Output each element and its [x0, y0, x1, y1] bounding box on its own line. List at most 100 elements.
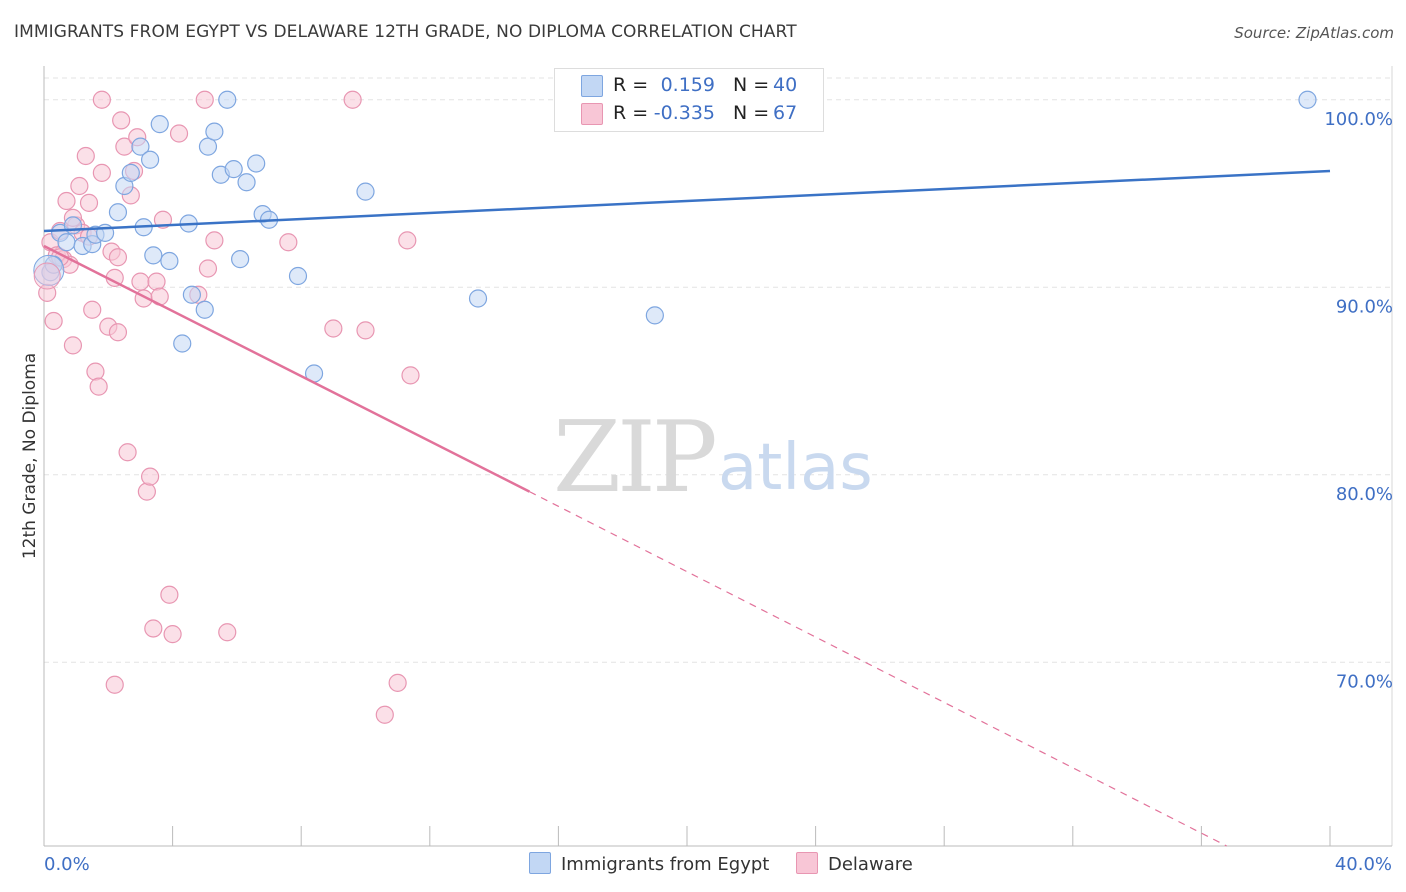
egypt-point	[645, 306, 664, 325]
delaware-point	[137, 482, 156, 501]
egypt-point	[131, 137, 150, 156]
egypt-point	[140, 150, 160, 169]
delaware-point	[144, 619, 163, 638]
delaware-point	[86, 362, 105, 381]
stats-box: R = 0.159 N = 40 R = -0.335 N = 67	[554, 68, 824, 132]
r-value: 0.159	[660, 74, 715, 96]
delaware-point	[160, 585, 179, 604]
tick-labels: 100.0% 90.0% 80.0% 70.0% 0.0% 40.0%	[44, 109, 1393, 875]
delaware-point	[92, 90, 111, 109]
delaware-point	[205, 231, 224, 250]
legend-item-egypt[interactable]: Immigrants from Egypt	[529, 852, 769, 875]
source-label: Source: ZipAtlas.com	[1234, 24, 1394, 42]
egypt-point	[144, 246, 163, 265]
legend-egypt-swatch	[529, 852, 551, 874]
delaware-point	[70, 176, 89, 196]
egypt-point	[205, 122, 224, 141]
legend-delaware-swatch	[796, 852, 818, 874]
legend-egypt-label: Immigrants from Egypt	[561, 854, 770, 875]
legend-delaware-label: Delaware	[828, 854, 913, 875]
y-tick-label: 70.0%	[1336, 671, 1393, 692]
watermark-zip: ZIP	[553, 401, 715, 515]
egypt-trend-line	[43, 169, 1331, 233]
delaware-point	[195, 90, 214, 109]
watermark-atlas: atlas	[718, 431, 873, 505]
delaware-point	[388, 673, 407, 692]
egypt-point	[195, 300, 214, 319]
delaware-point	[147, 272, 166, 291]
n-label: N =	[733, 102, 770, 124]
delaware-point	[108, 248, 128, 267]
delaware-point-large	[33, 262, 61, 290]
y-tick-label: 80.0%	[1336, 484, 1393, 505]
delaware-point	[140, 467, 160, 486]
delaware-point	[169, 124, 189, 143]
y-tick-label: 90.0%	[1336, 296, 1393, 317]
delaware-point	[398, 231, 417, 250]
egypt-point	[231, 250, 250, 269]
x-tick-label: 40.0%	[1335, 854, 1392, 875]
grid-layer	[44, 77, 1392, 663]
egypt-point	[108, 203, 128, 222]
r-label: R =	[613, 74, 649, 96]
n-label: N =	[733, 74, 770, 96]
r-value: -0.335	[653, 102, 715, 124]
legend-item-delaware[interactable]: Delaware	[796, 852, 913, 875]
egypt-point	[63, 216, 83, 235]
trend-layer	[43, 169, 1331, 847]
chart-title: IMMIGRANTS FROM EGYPT VS DELAWARE 12TH G…	[14, 22, 797, 42]
delaware-point	[343, 90, 362, 109]
egypt-point	[150, 115, 169, 134]
r-label: R =	[613, 102, 649, 124]
egypt-point	[198, 137, 218, 156]
egypt-point	[121, 163, 140, 182]
egypt-point	[247, 154, 266, 173]
delaware-trend-line	[43, 244, 531, 493]
egypt-point	[356, 182, 375, 201]
delaware-point	[112, 111, 131, 130]
stats-row-egypt: R = 0.159 N = 40	[555, 72, 823, 100]
delaware-point	[44, 311, 63, 331]
axis-layer	[43, 66, 1393, 847]
egypt-point	[57, 233, 76, 252]
delaware-swatch	[581, 103, 603, 125]
egypt-point	[182, 285, 201, 304]
x-tick-label: 0.0%	[44, 854, 90, 875]
delaware-point	[79, 193, 99, 212]
delaware-point	[163, 625, 182, 644]
stats-row-delaware: R = -0.335 N = 67	[555, 100, 823, 128]
y-tick-label: 100.0%	[1324, 109, 1393, 130]
delaware-point	[89, 377, 108, 396]
watermark: ZIP atlas	[553, 401, 873, 515]
egypt-point	[288, 266, 308, 286]
delaware-point	[131, 272, 150, 291]
n-value: 40	[773, 74, 798, 96]
delaware-point	[108, 323, 128, 342]
egypt-point	[1298, 90, 1317, 109]
delaware-point	[57, 191, 76, 211]
egypt-point	[468, 289, 488, 308]
delaware-point	[356, 321, 375, 340]
delaware-point	[375, 705, 394, 724]
delaware-point	[118, 443, 137, 462]
delaware-point	[198, 259, 218, 278]
delaware-point	[153, 210, 173, 229]
delaware-point	[63, 336, 83, 355]
delaware-point	[401, 366, 420, 385]
egypt-point	[173, 334, 192, 353]
egypt-point	[218, 90, 237, 109]
delaware-point	[83, 300, 102, 319]
n-value: 67	[773, 102, 798, 124]
delaware-point	[76, 146, 95, 166]
delaware-point	[279, 233, 298, 252]
egypt-point-large	[33, 254, 65, 286]
delaware-point	[105, 675, 124, 694]
egypt-swatch	[581, 75, 603, 97]
egypt-point	[237, 173, 256, 192]
egypt-point	[224, 160, 243, 179]
delaware-point	[218, 623, 237, 642]
delaware-trend-extension	[529, 491, 1227, 847]
egypt-point	[160, 251, 179, 271]
points-layer	[33, 90, 1317, 724]
